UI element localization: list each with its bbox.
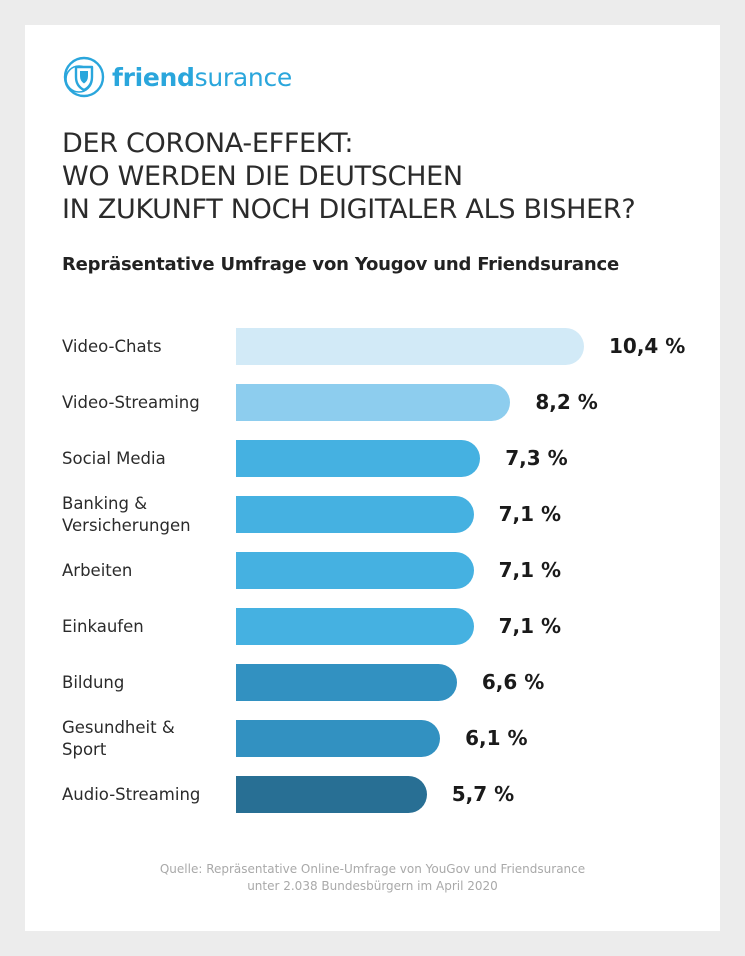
brand-name-regular: surance [194, 62, 293, 92]
category-label-line: Versicherungen [62, 515, 191, 535]
source-line-2: unter 2.038 Bundesbürgern im April 2020 [247, 879, 498, 893]
category-label-text: Arbeiten [62, 560, 132, 582]
bar-chart: Video-Chats 10,4 % Video-Streaming 8,2 % Soc… [25, 25, 720, 931]
value-label: 8,2 % [535, 390, 598, 414]
category-label-text: Einkaufen [62, 616, 144, 638]
category-label: Video-Streaming [62, 384, 242, 421]
category-label-text: Social Media [62, 448, 166, 470]
bar [236, 608, 474, 645]
bar [236, 720, 441, 757]
category-label-line: Sport [62, 739, 107, 759]
bar [236, 496, 474, 533]
category-label: Social Media [62, 440, 242, 477]
category-label-text: Video-Streaming [62, 392, 200, 414]
source-line-1: Quelle: Repräsentative Online-Umfrage vo… [159, 862, 586, 876]
category-label-line: Audio-Streaming [62, 784, 201, 804]
source-note: Quelle: Repräsentative Online-Umfrage vo… [25, 861, 720, 895]
category-label: Audio-Streaming [62, 776, 242, 813]
value-label: 6,1 % [465, 726, 528, 750]
value-label: 7,1 % [498, 614, 561, 638]
category-label-line: Bildung [62, 672, 125, 692]
value-label: 7,1 % [498, 558, 561, 582]
category-label-line: Social Media [62, 448, 166, 468]
category-label: Banking & Versicherungen [62, 494, 242, 535]
value-label: 6,6 % [481, 670, 545, 694]
shield-logo-icon [63, 56, 105, 98]
category-label: Einkaufen [62, 608, 242, 645]
category-label-text: Banking & Versicherungen [62, 493, 191, 537]
value-label: 5,7 % [451, 782, 515, 806]
category-label-line: Einkaufen [62, 616, 144, 636]
brand-name-bold: friend [112, 62, 195, 92]
category-label: Arbeiten [62, 552, 242, 589]
bar [236, 440, 481, 477]
category-label-line: Banking & [62, 493, 148, 513]
category-label-line: Gesundheit & [62, 717, 175, 737]
bar [236, 328, 584, 365]
value-label: 10,4 % [609, 334, 686, 358]
headline-line-2: WO WERDEN DIE DEUTSCHEN [62, 161, 463, 192]
bar [236, 552, 474, 589]
headline: DER CORONA-EFFEKT: WO WERDEN DIE DEUTSCH… [62, 127, 702, 226]
headline-line-3: IN ZUKUNFT NOCH DIGITALER ALS BISHER? [62, 194, 636, 225]
category-label-text: Video-Chats [62, 336, 162, 358]
bar [236, 384, 511, 421]
brand-logo: friendsurance [62, 55, 292, 99]
value-label: 7,1 % [498, 502, 561, 526]
category-label: Gesundheit & Sport [62, 718, 242, 759]
category-label-text: Audio-Streaming [62, 784, 200, 806]
category-label-text: Gesundheit & Sport [62, 717, 175, 761]
headline-line-1: DER CORONA-EFFEKT: [62, 128, 354, 159]
category-label-line: Arbeiten [62, 560, 133, 580]
category-label: Bildung [62, 664, 242, 701]
category-label: Video-Chats [62, 328, 242, 365]
value-label: 7,3 % [505, 446, 568, 470]
category-label-line: Video-Streaming [62, 392, 200, 412]
bar [236, 776, 427, 813]
category-label-text: Bildung [62, 672, 124, 694]
brand-wordmark: friendsurance [112, 63, 292, 92]
subtitle: Repräsentative Umfrage von Yougov und Fr… [62, 254, 619, 275]
category-label-line: Video-Chats [62, 336, 162, 356]
bar [236, 664, 457, 701]
infographic-card: friendsurance DER CORONA-EFFEKT: WO WERD… [25, 25, 720, 931]
